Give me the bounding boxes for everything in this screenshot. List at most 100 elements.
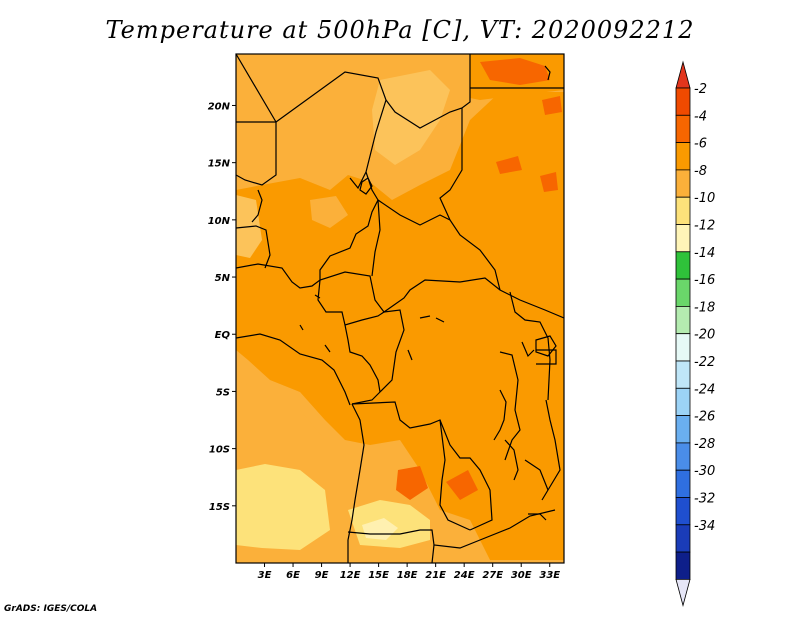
colorbar-label: -6 <box>694 137 707 152</box>
lon-tick-label: 12E <box>340 570 361 581</box>
lake-chad-outline <box>359 177 373 195</box>
colorbar-label: -26 <box>694 410 715 425</box>
colorbar-swatch <box>675 305 691 335</box>
colorbar-label: -4 <box>694 109 707 124</box>
contour-patch-warm-ne <box>480 58 550 85</box>
border-line <box>351 401 493 531</box>
lake-victoria-outline <box>535 335 557 357</box>
border-line <box>319 171 379 280</box>
lon-tick-label: 33E <box>539 570 560 581</box>
colorbar: -2 -4 -6 -8 -10 -12 -14 -16 -18 -20 -22 -24 -26 -28 -3… <box>675 60 715 607</box>
colorbar-label: -30 <box>694 464 715 479</box>
colorbar-swatch <box>675 87 691 116</box>
colorbar-label: -8 <box>694 164 707 179</box>
border-line <box>371 199 381 277</box>
lon-tick-label: 27E <box>482 570 503 581</box>
chart-title: Temperature at 500hPa [C], VT: 202009221… <box>105 16 695 44</box>
colorbar-swatch <box>675 442 691 471</box>
colorbar-label: -32 <box>694 492 715 507</box>
border-line <box>544 65 551 81</box>
colorbar-swatch <box>675 142 691 171</box>
lat-tick-label: 10N <box>208 216 231 227</box>
colorbar-label: -2 <box>694 82 707 97</box>
contour-patch-warm-e <box>540 172 558 192</box>
border-line <box>317 279 385 326</box>
map-frame <box>235 53 565 564</box>
colorbar-swatch <box>675 360 691 389</box>
lon-tick-label: 18E <box>397 570 418 581</box>
colorbar-swatch <box>675 497 691 526</box>
colorbar-swatch <box>675 169 691 198</box>
longitude-axis: 3E 6E 9E 12E 15E 18E 21E 24E 27E 30E 33E <box>258 563 560 581</box>
border-line <box>377 199 451 226</box>
lon-tick-label: 6E <box>286 570 300 581</box>
border-line <box>524 459 549 491</box>
colorbar-top-tip <box>675 60 691 89</box>
border-line <box>236 225 271 269</box>
border-line <box>385 54 471 129</box>
border-line <box>344 324 381 393</box>
border-line <box>536 349 557 365</box>
colorbar-bottom-tip <box>675 579 691 607</box>
lat-tick-label: 20N <box>208 101 231 112</box>
border-line <box>351 309 405 405</box>
colorbar-label: -28 <box>694 437 715 452</box>
border-line <box>236 333 351 406</box>
lon-tick-label: 9E <box>315 570 329 581</box>
colorbar-swatch <box>675 278 691 307</box>
colorbar-label: -10 <box>694 191 715 206</box>
colorbar-label: -24 <box>694 382 715 397</box>
lat-tick-label: 5S <box>216 387 230 398</box>
latitude-axis: 20N 15N 10N 5N EQ 5S 10S 15S <box>208 101 236 513</box>
colorbar-swatch <box>675 224 691 253</box>
colorbar-swatch <box>675 196 691 225</box>
colorbar-swatch <box>675 415 691 444</box>
contour-patch-warm-s2 <box>446 470 478 500</box>
colorbar-swatch <box>675 387 691 416</box>
border-line <box>251 189 263 223</box>
colorbar-label: -14 <box>694 246 715 261</box>
contour-band-light-north <box>372 70 450 165</box>
lon-tick-label: 21E <box>425 570 446 581</box>
border-line <box>509 291 551 401</box>
lon-tick-label: 15E <box>368 570 389 581</box>
border-line <box>439 419 471 531</box>
colorbar-label: -12 <box>694 219 715 234</box>
colorbar-swatch <box>675 551 691 580</box>
grads-credit: GrADS: IGES/COLA <box>4 604 98 614</box>
colorbar-label: -22 <box>694 355 715 370</box>
colorbar-label: -18 <box>694 300 715 315</box>
border-line <box>541 399 561 501</box>
border-line <box>236 263 564 319</box>
colorbar-label: -16 <box>694 273 715 288</box>
border-line <box>347 403 365 563</box>
contour-band-southwest-yellow <box>236 464 330 550</box>
colorbar-swatch <box>675 333 691 362</box>
lat-tick-label: 15N <box>208 159 231 170</box>
border-line <box>236 121 277 186</box>
temperature-contours <box>236 54 564 563</box>
contour-patch-warm-c <box>496 156 522 174</box>
colorbar-swatch <box>675 251 691 280</box>
colorbar-label: -20 <box>694 328 715 343</box>
contour-patch-warm-s <box>396 466 428 500</box>
lon-tick-label: 30E <box>511 570 532 581</box>
lat-tick-label: 15S <box>209 502 230 513</box>
border-line <box>236 54 277 123</box>
border-line <box>275 71 387 190</box>
contour-patch-warm-ne2 <box>542 96 562 115</box>
lon-tick-label: 24E <box>454 570 475 581</box>
border-line <box>431 544 435 563</box>
colorbar-swatch <box>675 469 691 498</box>
country-borders <box>236 54 564 563</box>
lat-tick-label: EQ <box>215 330 231 341</box>
lat-tick-label: 5N <box>215 273 231 284</box>
colorbar-swatch <box>675 524 691 553</box>
lon-tick-label: 3E <box>258 570 272 581</box>
lat-tick-label: 10S <box>209 445 230 456</box>
border-line <box>499 351 521 461</box>
contour-band-central-light <box>310 196 348 228</box>
colorbar-swatch <box>675 114 691 144</box>
colorbar-label: -34 <box>694 519 715 534</box>
